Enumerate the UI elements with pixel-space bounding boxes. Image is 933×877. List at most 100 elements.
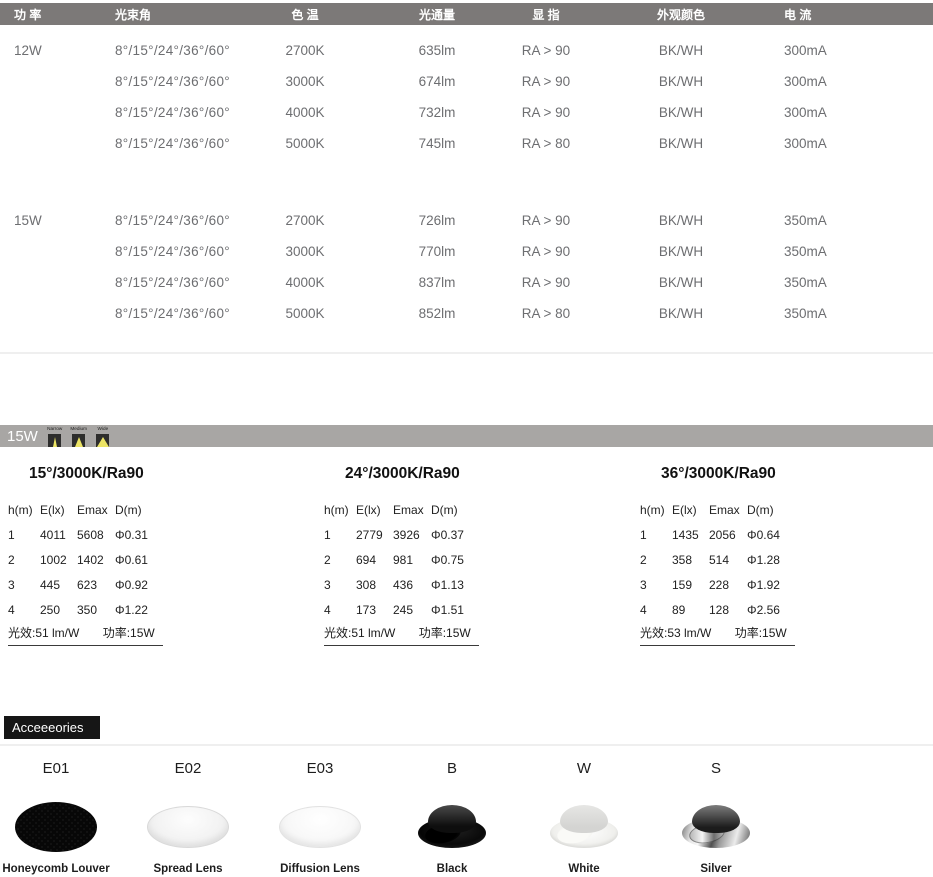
cell-beam-angle: 8°/15°/24°/36°/60°: [115, 275, 230, 290]
spec-row: 8°/15°/24°/36°/60° 5000K 852lm RA > 80 B…: [0, 298, 933, 329]
beam-narrow: Narrow: [44, 426, 66, 447]
photometric-title: 36°/3000K/Ra90: [661, 465, 776, 482]
cell-elx: 2779: [356, 528, 383, 542]
cell-cri: RA > 90: [521, 74, 571, 89]
narrow-beam-icon: [48, 434, 62, 447]
cell-elx: 4011: [40, 528, 66, 542]
white-reflector-image: [550, 798, 618, 856]
cell-cri: RA > 90: [521, 105, 571, 120]
cell-color-temp: 2700K: [285, 213, 325, 228]
cell-beam-angle: 8°/15°/24°/36°/60°: [115, 213, 230, 228]
accessory-code: E01: [42, 760, 70, 777]
efficacy-value: 光效:53 lm/W: [640, 626, 712, 640]
accessory-code: B: [446, 760, 457, 777]
header-power: 功 率: [14, 7, 42, 22]
power-value: 功率:15W: [418, 626, 471, 640]
cell-cri: RA > 80: [521, 306, 571, 321]
power-value: 功率:15W: [734, 626, 787, 640]
accessory-code: E03: [306, 760, 334, 777]
cell-current: 300mA: [784, 43, 827, 58]
photometric-row: 4 250 350 Φ1.22: [8, 598, 311, 623]
col-height: h(m): [640, 503, 665, 517]
cell-d: Φ0.75: [431, 553, 464, 567]
cell-beam-angle: 8°/15°/24°/36°/60°: [115, 136, 230, 151]
cell-d: Φ0.92: [115, 578, 148, 592]
photometric-row: 2 694 981 Φ0.75: [324, 548, 622, 573]
accessory-code: W: [576, 760, 592, 777]
photometric-section: 15°/3000K/Ra90 h(m) E(lx) Emax D(m) 1 40…: [0, 466, 933, 646]
accessories-title: Acceeeories: [4, 716, 100, 739]
cell-emax: 514: [709, 553, 730, 567]
section-divider: [0, 352, 933, 354]
cell-h: 3: [8, 578, 15, 592]
cell-elx: 159: [672, 578, 693, 592]
photometric-row: 2 358 514 Φ1.28: [640, 548, 933, 573]
cell-d: Φ0.61: [115, 553, 148, 567]
col-emax: Emax: [393, 503, 424, 517]
beam-bar-power-label: 15W: [7, 428, 38, 445]
cell-color-temp: 5000K: [285, 136, 325, 151]
cell-h: 4: [324, 603, 331, 617]
cell-power: [0, 97, 101, 128]
cell-power: [0, 128, 101, 159]
cell-cri: RA > 90: [521, 244, 571, 259]
cell-cri: RA > 90: [521, 43, 571, 58]
cell-d: Φ0.31: [115, 528, 148, 542]
cell-finish-color: BK/WH: [658, 105, 704, 120]
cell-color-temp: 4000K: [285, 105, 325, 120]
cell-emax: 228: [709, 578, 730, 592]
silver-reflector-image: [682, 798, 750, 856]
spec-row: 8°/15°/24°/36°/60° 3000K 770lm RA > 90 B…: [0, 236, 933, 267]
spec-table-header: 功 率 光束角 色 温 光通量 显 指 外观颜色 电 流: [0, 3, 933, 25]
cell-emax: 350: [77, 603, 98, 617]
cell-beam-angle: 8°/15°/24°/36°/60°: [115, 105, 230, 120]
cell-power: 15W: [14, 213, 42, 228]
header-current: 电 流: [784, 7, 812, 22]
cell-h: 3: [324, 578, 331, 592]
efficacy-value: 光效:51 lm/W: [8, 626, 80, 640]
beam-medium-label: Medium: [70, 426, 88, 432]
cell-current: 300mA: [784, 105, 827, 120]
cell-d: Φ1.22: [115, 603, 148, 617]
photometric-table-15deg: 15°/3000K/Ra90 h(m) E(lx) Emax D(m) 1 40…: [0, 466, 311, 646]
cell-luminous-flux: 732lm: [418, 105, 456, 120]
cell-emax: 2056: [709, 528, 736, 542]
cell-color-temp: 3000K: [285, 74, 325, 89]
spec-group-15w: 15W 8°/15°/24°/36°/60° 2700K 726lm RA > …: [0, 205, 933, 329]
cell-d: Φ1.13: [431, 578, 464, 592]
cell-finish-color: BK/WH: [658, 306, 704, 321]
col-diameter: D(m): [747, 503, 774, 517]
col-diameter: D(m): [431, 503, 458, 517]
cell-d: Φ0.37: [431, 528, 464, 542]
cell-elx: 1002: [40, 553, 67, 567]
col-elx: E(lx): [40, 503, 65, 517]
accessory-white-reflector: W White: [518, 760, 650, 875]
cell-h: 2: [8, 553, 15, 567]
cell-power: [0, 66, 101, 97]
cell-luminous-flux: 852lm: [418, 306, 456, 321]
cell-beam-angle: 8°/15°/24°/36°/60°: [115, 74, 230, 89]
cell-h: 1: [324, 528, 331, 542]
accessory-caption: Black: [436, 863, 468, 875]
cell-current: 300mA: [784, 74, 827, 89]
photometric-footer: 光效:53 lm/W 功率:15W: [640, 626, 795, 646]
beam-wide: Wide: [92, 426, 114, 447]
cell-d: Φ1.28: [747, 553, 780, 567]
photometric-row: 2 1002 1402 Φ0.61: [8, 548, 311, 573]
cell-luminous-flux: 674lm: [418, 74, 456, 89]
cell-h: 1: [640, 528, 647, 542]
photometric-row: 1 2779 3926 Φ0.37: [324, 523, 622, 548]
black-reflector-image: [418, 798, 486, 856]
photometric-row: 1 1435 2056 Φ0.64: [640, 523, 933, 548]
cell-elx: 308: [356, 578, 377, 592]
cell-d: Φ2.56: [747, 603, 780, 617]
cell-emax: 3926: [393, 528, 420, 542]
cell-power: 12W: [14, 43, 42, 58]
accessories-grid: E01 Honeycomb Louver E02 Spread Lens E03…: [0, 760, 933, 875]
beam-narrow-label: Narrow: [47, 426, 63, 432]
col-height: h(m): [8, 503, 33, 517]
cell-h: 1: [8, 528, 15, 542]
cell-current: 350mA: [784, 306, 827, 321]
photometric-title: 15°/3000K/Ra90: [29, 465, 144, 482]
spread-lens-image: [147, 798, 229, 856]
